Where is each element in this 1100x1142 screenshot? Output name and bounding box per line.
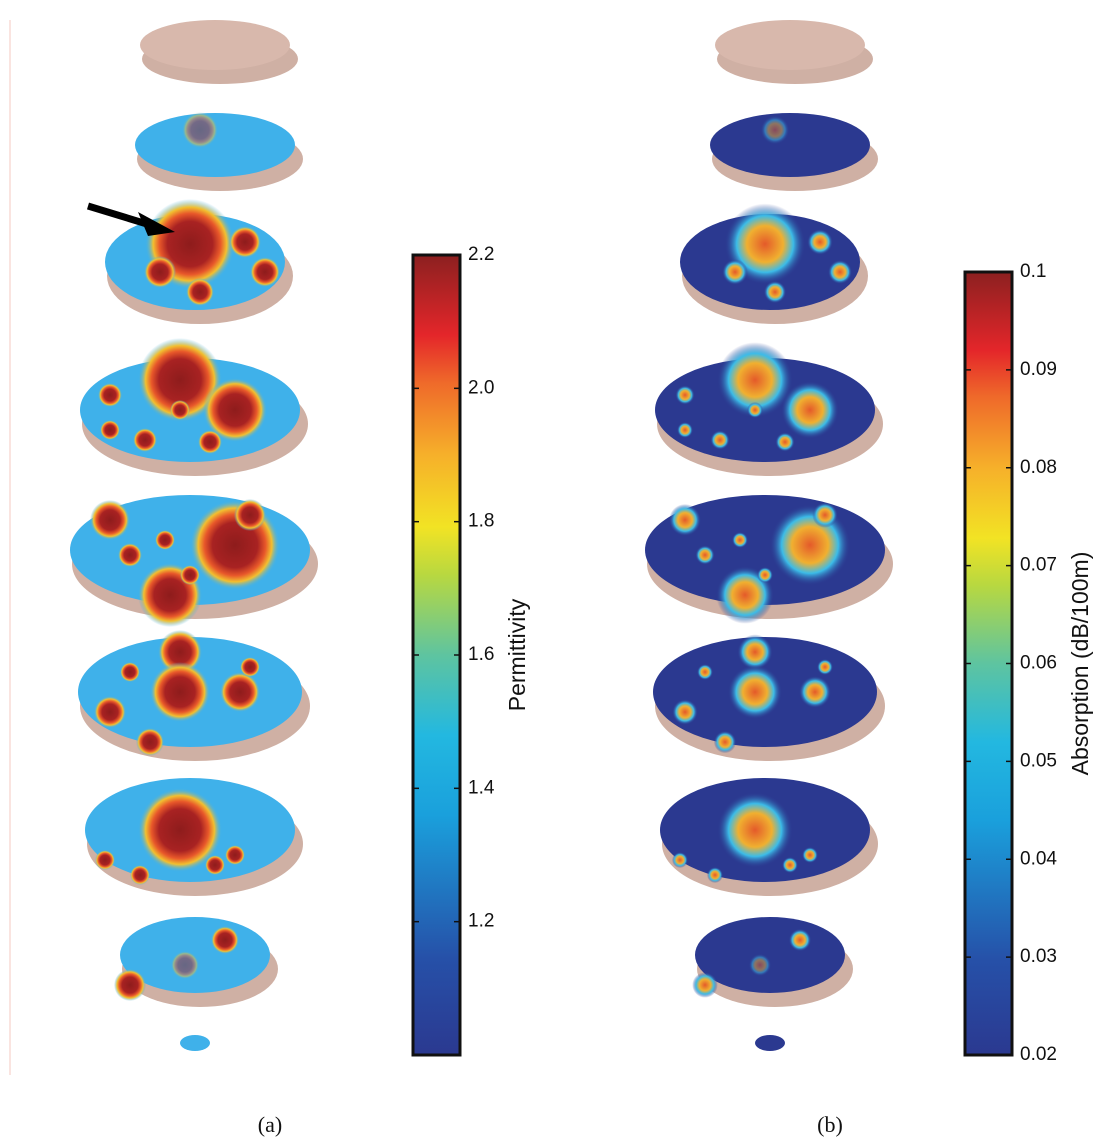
anomaly [782, 857, 798, 873]
tick-label: 1.4 [468, 777, 495, 798]
tick-label: 0.03 [1020, 946, 1057, 967]
anomaly [692, 972, 718, 998]
anomaly [118, 543, 142, 567]
anomaly [717, 342, 793, 418]
anomaly [817, 659, 833, 675]
anomaly [250, 257, 280, 287]
tick-label: 2.0 [468, 377, 494, 398]
anomaly [98, 383, 122, 407]
anomaly [182, 112, 218, 148]
anomaly [812, 502, 838, 528]
anomaly [717, 792, 793, 868]
tick-label: 0.06 [1020, 653, 1057, 674]
anomaly [760, 115, 790, 145]
anomaly [186, 278, 214, 306]
colorbar [963, 270, 1014, 1057]
arrow [86, 202, 175, 236]
colorbar-label: Permittivity [504, 598, 530, 711]
anomaly [710, 430, 730, 450]
anomaly [722, 259, 748, 285]
anomaly [675, 385, 695, 405]
anomaly [150, 662, 210, 722]
anomaly [220, 672, 260, 712]
anomaly [807, 229, 833, 255]
anomaly [130, 865, 150, 885]
anomaly [828, 260, 852, 284]
anomaly [737, 634, 773, 670]
anomaly [695, 545, 715, 565]
anomaly [114, 969, 146, 1001]
anomaly [763, 280, 787, 304]
tick-label: 0.1 [1020, 261, 1046, 282]
anomaly [138, 338, 222, 422]
anomaly [732, 532, 748, 548]
anomaly [203, 378, 267, 442]
anomaly [138, 788, 222, 872]
caption: (a) [258, 1112, 282, 1137]
tick-label: 0.07 [1020, 555, 1057, 576]
colorbar-label: Absorption (dB/100m) [1067, 552, 1093, 776]
tick-label: 0.05 [1020, 750, 1057, 771]
anomaly [747, 402, 763, 418]
anomaly [769, 504, 851, 586]
anomaly [748, 953, 772, 977]
tick-label: 2.2 [468, 244, 494, 265]
anomaly [677, 422, 693, 438]
anomaly [672, 699, 698, 725]
anomaly [158, 630, 202, 674]
anomaly [136, 728, 164, 756]
caption: (b) [817, 1112, 843, 1137]
anomaly [170, 400, 190, 420]
anomaly [155, 530, 175, 550]
tick-label: 0.02 [1020, 1044, 1057, 1065]
anomaly [234, 499, 266, 531]
anomaly [211, 926, 239, 954]
anomaly [707, 867, 723, 883]
anomaly [180, 565, 200, 585]
tick-label: 0.04 [1020, 848, 1057, 869]
tick-label: 1.2 [468, 911, 494, 932]
anomaly [95, 850, 115, 870]
anomaly [133, 428, 157, 452]
slice-top [695, 917, 845, 993]
anomaly [757, 567, 773, 583]
anomaly [90, 500, 130, 540]
anomaly [697, 664, 713, 680]
tick-label: 0.09 [1020, 359, 1057, 380]
slice-top [135, 113, 295, 177]
anomaly [802, 847, 818, 863]
anomaly [799, 676, 831, 708]
slice-top [140, 20, 290, 70]
anomaly [240, 657, 260, 677]
anomaly [775, 432, 795, 452]
anomaly [171, 951, 199, 979]
anomaly [728, 665, 782, 719]
slice-top [180, 1035, 210, 1051]
anomaly [781, 381, 839, 439]
colorbar [411, 253, 462, 1057]
anomaly [205, 855, 225, 875]
anomaly [225, 845, 245, 865]
anomaly [713, 730, 737, 754]
anomaly [672, 852, 688, 868]
anomaly [94, 696, 126, 728]
slice-top [710, 113, 870, 177]
tick-label: 1.8 [468, 511, 494, 532]
tick-label: 1.6 [468, 644, 494, 665]
tick-label: 0.08 [1020, 457, 1057, 478]
slices [70, 20, 893, 1051]
anomaly [100, 420, 120, 440]
anomaly [788, 928, 812, 952]
anomaly [198, 430, 222, 454]
slice-top [715, 20, 865, 70]
anomaly [229, 226, 261, 258]
anomaly [669, 504, 701, 536]
anomaly [144, 256, 176, 288]
anomaly [120, 662, 140, 682]
slice-top [755, 1035, 785, 1051]
